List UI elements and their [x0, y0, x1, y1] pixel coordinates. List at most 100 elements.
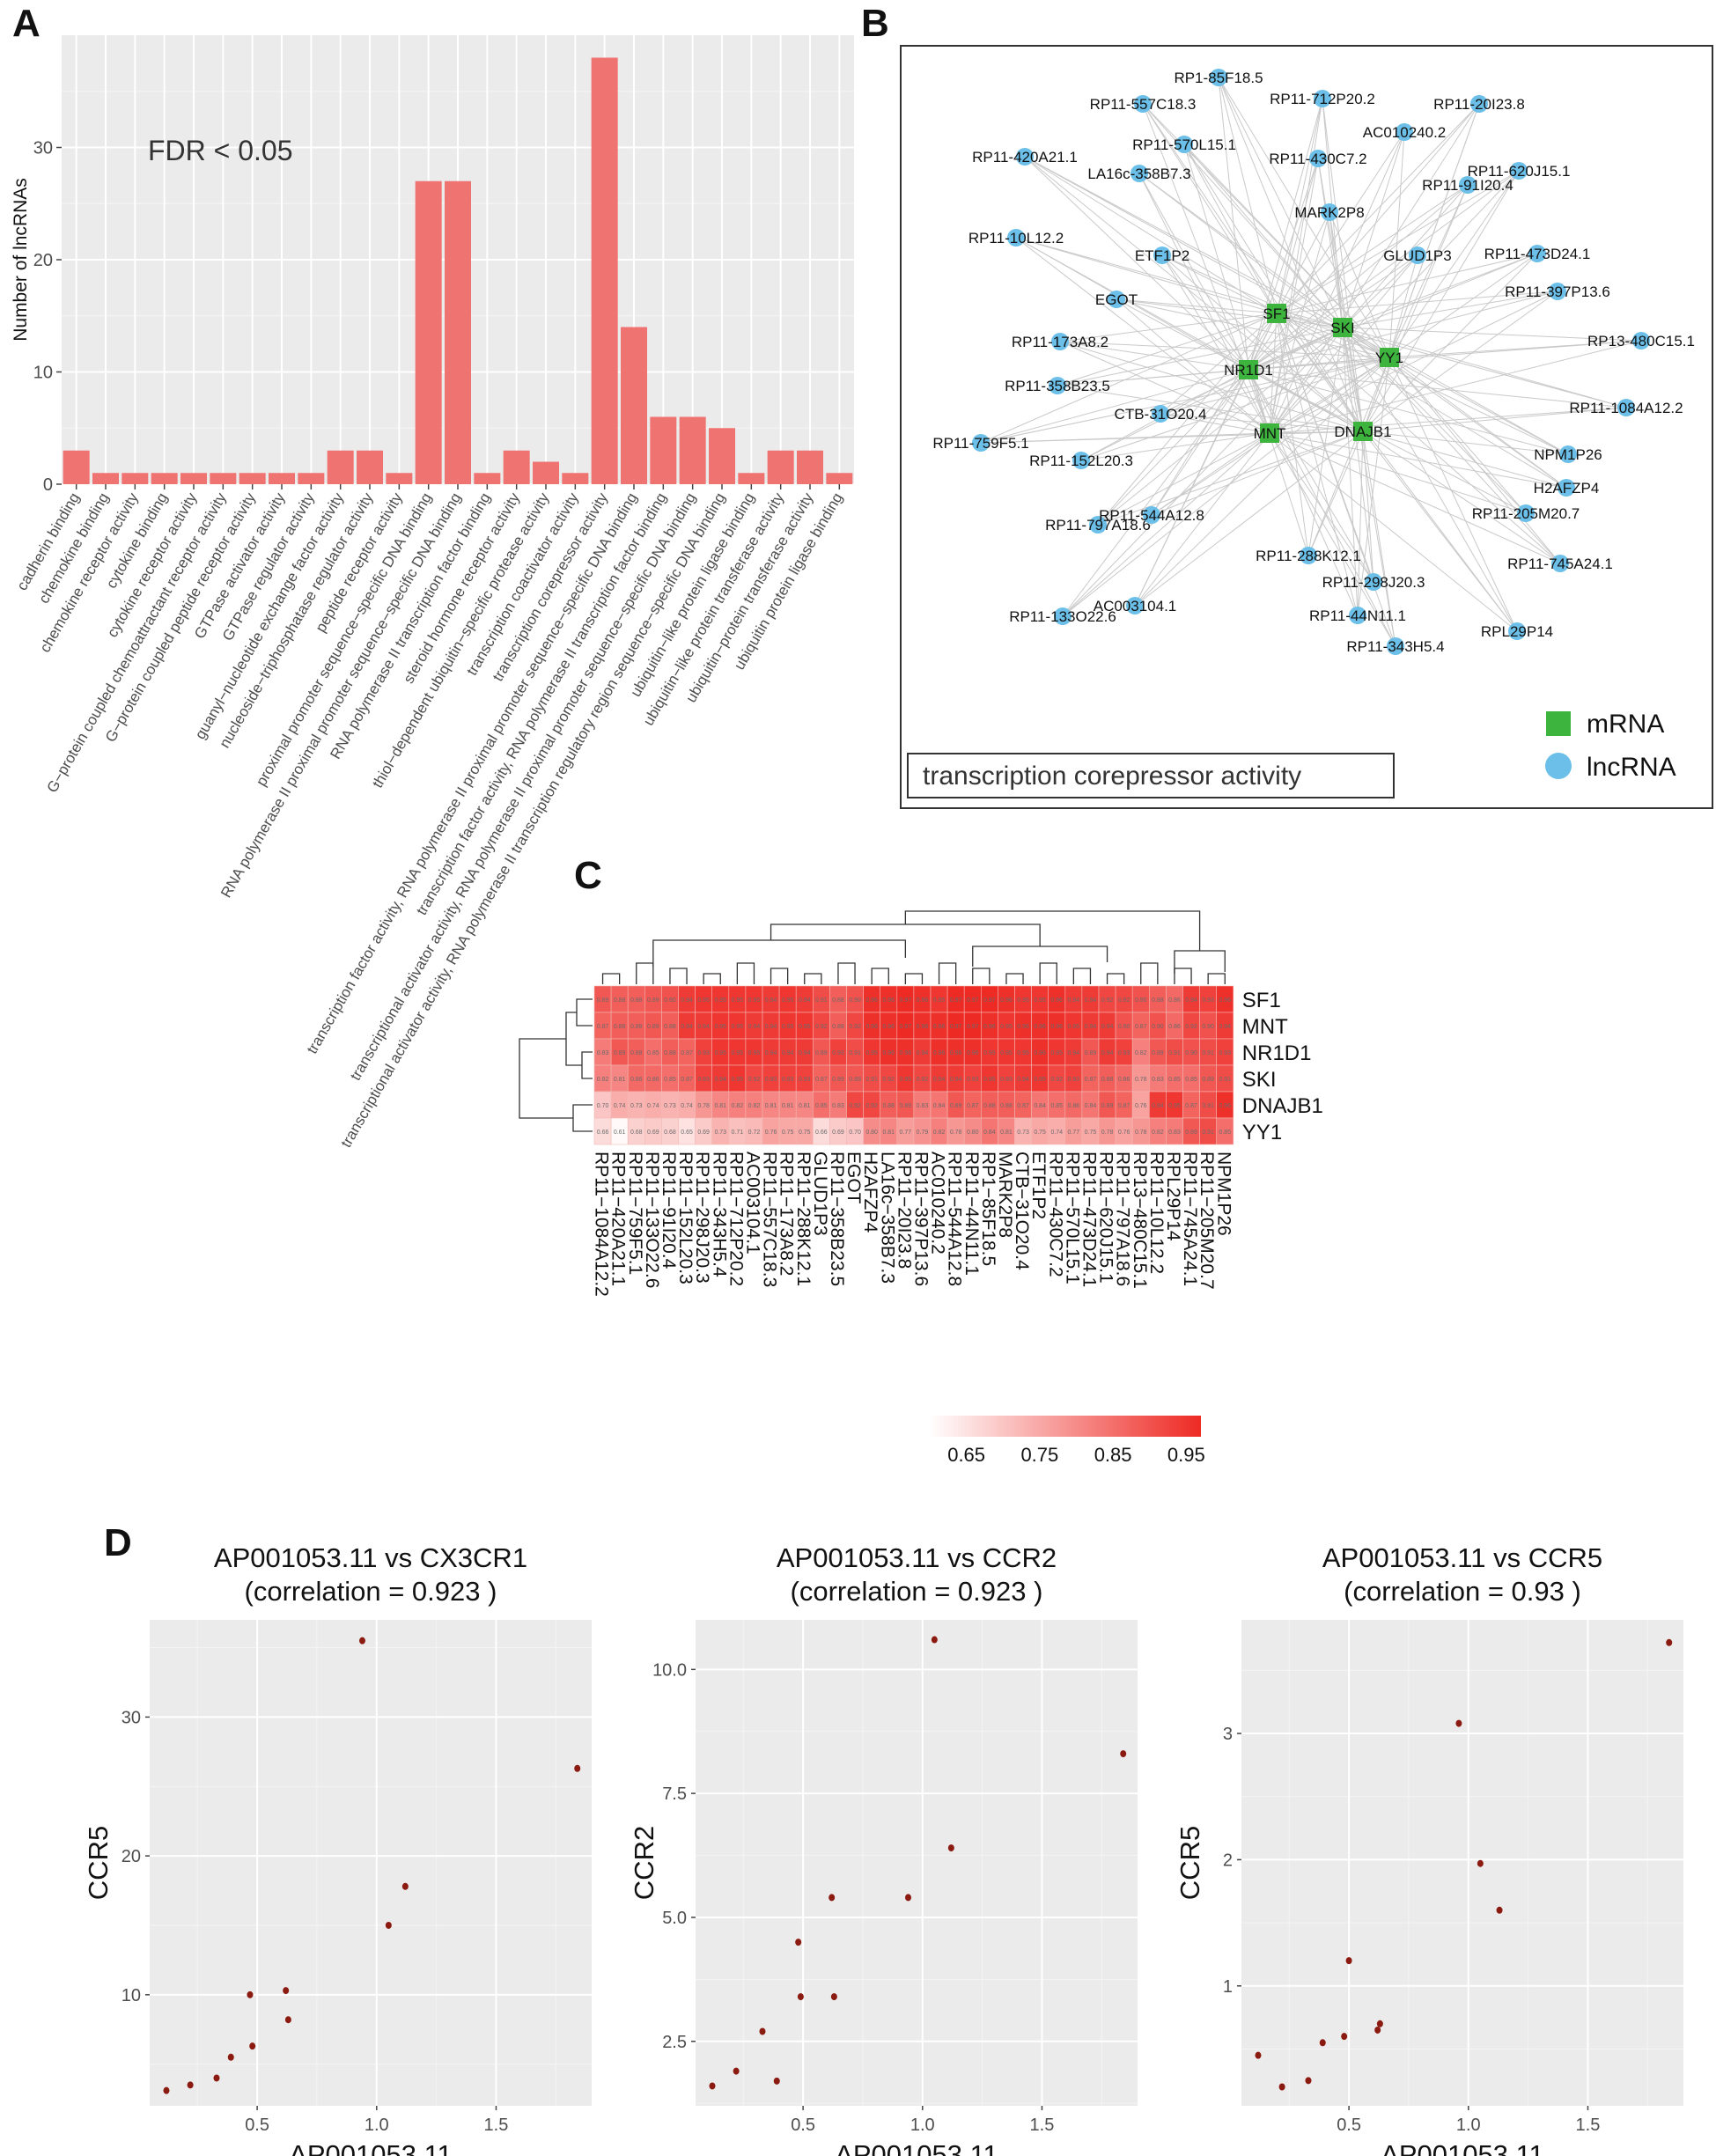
heatmap-cell-value: 0.88: [1152, 997, 1164, 1004]
heatmap-column-label: RP11−173A8.2: [777, 1152, 797, 1276]
heatmap-cell-value: 0.83: [597, 1050, 609, 1056]
heatmap-cell-value: 0.96: [1034, 1024, 1046, 1030]
heatmap-cell-value: 0.95: [1034, 1077, 1046, 1083]
edge: [1329, 211, 1390, 358]
heatmap-cell-value: 0.95: [983, 1077, 996, 1083]
heatmap-cell-value: 0.74: [681, 1103, 693, 1109]
heatmap-column-label: RP11−10L12.2: [1146, 1152, 1167, 1274]
x-tick-label: 1.0: [365, 2116, 389, 2135]
dendrogram-branch: [804, 973, 822, 984]
edge: [1057, 369, 1249, 386]
heatmap-cell-value: 0.74: [614, 1103, 626, 1109]
edge: [1097, 313, 1278, 526]
mrna-label: SKI: [1330, 320, 1354, 336]
edge: [1276, 98, 1323, 314]
heatmap-cell-value: 0.96: [917, 1024, 929, 1030]
plot-background: [1241, 1620, 1683, 2106]
lncrna-node: [1016, 148, 1034, 166]
heatmap-cell-value: 0.97: [950, 1024, 962, 1030]
edge: [1276, 291, 1558, 314]
x-tick-label: 1.5: [1030, 2116, 1055, 2135]
x-tick-label: 0.5: [245, 2116, 269, 2135]
y-tick-label: 2.5: [662, 2033, 687, 2052]
lncrna-node: [1152, 405, 1169, 423]
panel-label-d: D: [104, 1521, 132, 1564]
heatmap-cell-value: 0.87: [681, 1050, 693, 1056]
heatmap-cell-value: 0.74: [1050, 1130, 1063, 1136]
heatmap-cell-value: 0.89: [950, 1103, 962, 1109]
y-axis-title: CCR5: [83, 1826, 114, 1900]
lncrna-node: [1054, 607, 1072, 625]
heatmap-row-label: DNAJB1: [1242, 1094, 1323, 1118]
heatmap-column-label: MARK2P8: [995, 1152, 1015, 1238]
heatmap-cell-value: 0.89: [1101, 1103, 1114, 1109]
heatmap-cell-value: 0.96: [1050, 1024, 1063, 1030]
edge: [1362, 430, 1561, 564]
colorbar: [930, 1416, 1201, 1437]
data-point: [1477, 1859, 1484, 1867]
x-tick-label: 1.0: [1456, 2116, 1481, 2135]
heatmap-cell-value: 0.95: [900, 1077, 912, 1083]
edge: [1276, 313, 1359, 616]
heatmap-cell-value: 0.75: [1034, 1130, 1046, 1136]
heatmap-cell-value: 0.87: [815, 1077, 828, 1083]
edge: [1142, 103, 1278, 314]
edge: [1342, 291, 1558, 328]
heatmap-cell-value: 0.84: [1034, 1103, 1046, 1109]
heatmap-cell-value: 0.96: [1000, 997, 1013, 1004]
heatmap-cell-value: 0.90: [1152, 1024, 1164, 1030]
heatmap-cell-value: 0.95: [799, 1024, 811, 1030]
panel-label-b: B: [861, 2, 889, 45]
dendrogram-branch: [904, 973, 924, 984]
data-point: [1278, 2083, 1285, 2091]
heatmap-cell-value: 0.81: [799, 1103, 811, 1109]
heatmap-cell-value: 0.89: [849, 1077, 861, 1083]
heatmap-cell-value: 0.75: [1085, 1130, 1097, 1136]
heatmap-column-label: RP11−298J20.3: [692, 1152, 712, 1284]
edge: [1269, 407, 1627, 434]
heatmap-cell-value: 0.88: [630, 1050, 643, 1056]
edge: [1248, 158, 1319, 371]
network-title: transcription corepressor activity: [923, 762, 1301, 791]
edge: [1160, 357, 1390, 415]
edge: [980, 357, 1390, 444]
heatmap-cell-value: 0.95: [782, 997, 794, 1004]
heatmap-cell-value: 0.86: [1168, 1024, 1181, 1030]
data-point: [284, 2016, 291, 2024]
edge: [1142, 103, 1364, 432]
heatmap-cell-value: 0.76: [1118, 1130, 1130, 1136]
edge: [1342, 327, 1396, 647]
data-point: [1305, 2077, 1312, 2085]
edge: [1307, 357, 1390, 556]
edge: [1248, 253, 1538, 371]
data-point: [385, 1921, 392, 1929]
heatmap-cell-value: 0.83: [832, 1103, 844, 1109]
y-tick-label: 10: [122, 1986, 141, 2005]
edge: [1362, 430, 1396, 647]
heatmap-cell-value: 0.91: [1202, 1103, 1214, 1109]
heatmap-cell-value: 0.93: [1000, 1077, 1013, 1083]
lncrna-label: RP11-570L15.1: [1132, 136, 1236, 153]
heatmap-cell-value: 0.96: [1219, 997, 1231, 1004]
edge: [1097, 432, 1270, 526]
heatmap-cell-value: 0.95: [748, 1050, 761, 1056]
edge: [1362, 430, 1569, 455]
heatmap-cell-value: 0.95: [732, 1024, 744, 1030]
heatmap-column-label: RP1−85F18.5: [978, 1152, 998, 1266]
edge: [1342, 184, 1469, 328]
dendrogram-branch: [576, 998, 593, 1026]
edge: [1134, 369, 1249, 607]
lncrna-node: [1175, 136, 1193, 153]
heatmap-cell-value: 0.81: [714, 1103, 726, 1109]
scatter-title: AP001053.11 vs CCR2: [777, 1542, 1057, 1573]
dendrogram-branch: [1207, 973, 1226, 984]
heatmap-cell: [1216, 1117, 1234, 1145]
lncrna-label: RP11-1084A12.2: [1569, 400, 1683, 416]
scatter-cx3cr1: AP001053.11 vs CX3CR1(correlation = 0.92…: [83, 1542, 592, 2156]
heatmap-cell-value: 0.82: [748, 1103, 761, 1109]
heatmap-cell-value: 0.86: [1168, 997, 1181, 1004]
edge: [1116, 298, 1344, 328]
heatmap-cell-value: 0.69: [647, 1130, 659, 1136]
data-point: [830, 1993, 837, 2001]
edge: [1388, 357, 1518, 632]
